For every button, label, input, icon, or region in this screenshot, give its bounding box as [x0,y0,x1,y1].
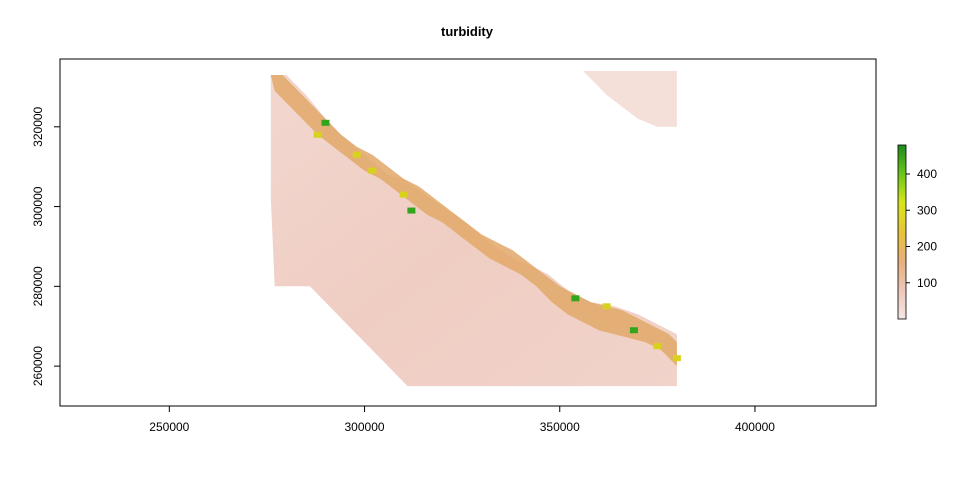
colorbar-gradient [897,144,907,320]
colorbar-legend: 100 200 300 400 [897,144,937,320]
chart-title: turbidity [441,24,494,39]
x-tick-label: 400000 [735,420,775,434]
raster-hotspot [399,191,408,198]
raster-hotspot [407,207,416,214]
x-tick-label: 300000 [345,420,385,434]
y-axis: 260000 280000 300000 320000 [31,106,60,386]
y-tick-label: 300000 [31,186,45,226]
raster-hotspot [352,151,361,158]
colorbar-tick-label: 400 [917,167,937,181]
y-tick-label: 260000 [31,346,45,386]
raster-hotspot [313,131,322,138]
raster-hotspot [653,343,662,350]
raster-hotspot [602,303,611,310]
raster-coastal-band [270,75,677,367]
colorbar-tick-label: 300 [917,203,937,217]
x-tick-label: 250000 [149,420,189,434]
plot-frame [59,58,877,407]
x-axis: 250000 300000 350000 400000 [149,406,775,434]
colorbar-tick-label: 100 [917,276,937,290]
raster-hotspot [672,355,681,362]
colorbar-tick-label: 200 [917,240,937,254]
turbidity-raster [270,71,681,387]
raster-hotspot [368,167,377,174]
raster-ne-patch [583,71,677,127]
raster-hotspot [321,119,330,126]
y-tick-label: 280000 [31,266,45,306]
x-tick-label: 350000 [540,420,580,434]
y-tick-label: 320000 [31,106,45,146]
raster-hotspot [629,327,638,334]
raster-hotspot [571,295,580,302]
